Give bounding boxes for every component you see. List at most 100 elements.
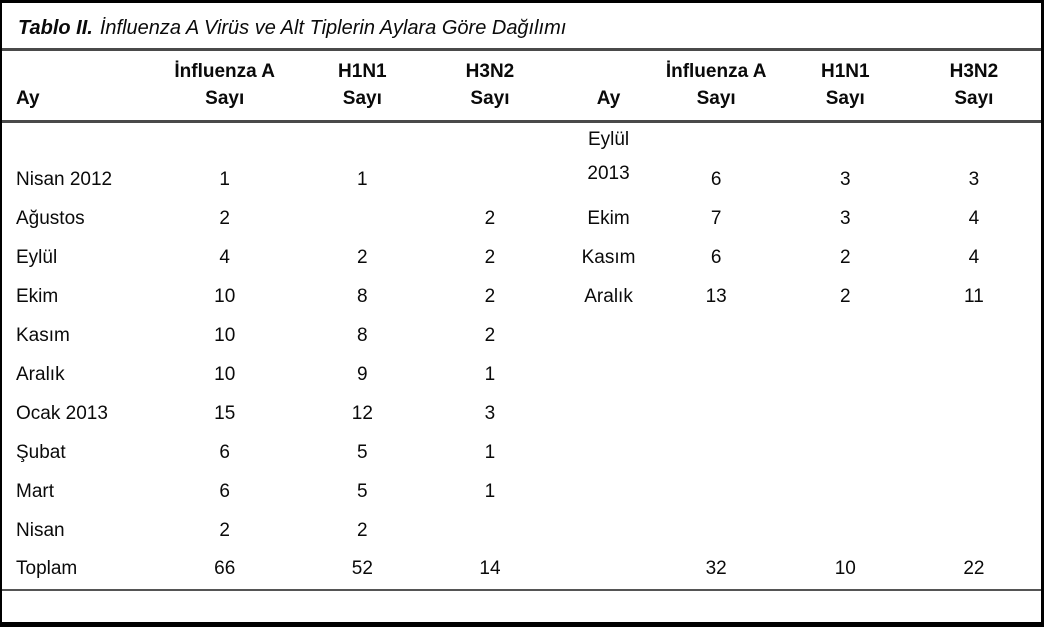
table-row: Nisan 2 2 [2,512,1041,551]
count-influenza-left: 6 [219,480,230,502]
header-h3n2-right: H3N2 Sayı [922,51,1041,123]
header-h1n1-right: H1N1 Sayı [767,51,923,123]
count-influenza-left: 15 [214,402,236,424]
table-row: Kasım 10 8 2 [2,317,1041,356]
month-cell-left: Ağustos [16,207,85,229]
count-h1n1-right [768,356,923,395]
table-title-text: İnfluenza A Virüs ve Alt Tiplerin Aylara… [99,17,567,39]
count-h3n2-right: 4 [968,246,980,268]
month-cell-right: Ekim [587,207,630,229]
month-cell-right: Kasım [581,246,636,268]
count-h1n1-left: 8 [357,285,368,307]
count-h1n1-left: 2 [357,246,368,268]
count-influenza-left: 10 [214,324,236,346]
count-h1n1-left: 5 [357,480,368,502]
total-h3n2-left: 14 [427,550,553,591]
count-h3n2-right: 4 [968,207,980,229]
table-title-label: Tablo II. [18,17,93,39]
total-h1n1-right: 10 [767,550,923,591]
table-row: Ocak 2013 15 12 3 [2,395,1041,434]
count-h1n1-left: 2 [357,519,368,541]
bottom-spacer [2,591,1041,623]
header-ay-left: Ay [2,51,153,123]
count-influenza-right: 6 [710,168,722,190]
count-h3n2-left: 2 [484,207,496,229]
month-cell-left: Şubat [16,441,66,463]
month-cell-right [553,317,665,356]
count-h1n1-right [768,473,923,512]
count-influenza-right: 13 [705,285,727,307]
count-h3n2-right [923,356,1041,395]
count-influenza-right: 6 [710,246,722,268]
count-h1n1-right: 3 [839,168,851,190]
count-h3n2-right: 11 [964,285,984,307]
count-h3n2-right [923,512,1041,551]
count-h3n2-right: 3 [968,168,980,190]
month-cell-left: Mart [16,480,54,502]
month-cell-left: Eylül [16,246,58,268]
count-h1n1-left: 8 [357,324,368,346]
count-influenza-left: 10 [214,363,236,385]
count-influenza-right [665,356,768,395]
count-h3n2-right [923,317,1041,356]
month-cell-left: Ocak 2013 [16,402,108,424]
month-cell-right: Eylül 2013 [587,128,630,184]
header-influenza-a-right: İnfluenza A Sayı [664,51,768,123]
count-h3n2-left [427,512,552,551]
header-ay-right: Ay [552,51,665,123]
header-h3n2-left: H3N2 Sayı [427,51,553,123]
count-h3n2-left: 1 [484,480,496,502]
month-cell-right [553,434,665,473]
table-row: Mart 6 5 1 [2,473,1041,512]
count-influenza-right [665,395,768,434]
count-h1n1-right [768,512,923,551]
count-h1n1-left: 12 [351,402,373,424]
table-row: Ağustos 2 2 Ekim 7 3 4 [2,200,1041,239]
count-h3n2-left: 1 [484,441,496,463]
count-h1n1-right [768,317,923,356]
month-cell-right: Aralık [584,285,633,307]
total-label: Toplam [2,550,153,591]
count-influenza-left: 2 [219,207,230,229]
table-row: Nisan 2012 1 1 Eylül 2013 6 3 3 [2,121,1041,200]
total-influenza-right: 32 [664,550,768,591]
total-influenza-left: 66 [152,550,298,591]
header-h1n1-left: H1N1 Sayı [297,51,428,123]
count-h1n1-left: 5 [357,441,368,463]
count-h1n1-left: 1 [357,168,368,190]
month-cell-left: Kasım [16,324,70,346]
count-influenza-right [665,473,768,512]
count-h3n2-left: 2 [484,246,496,268]
count-h1n1-right: 2 [839,285,851,307]
month-cell-right [553,473,665,512]
count-h1n1-right [768,434,923,473]
table-header-row: Ay İnfluenza A Sayı H1N1 Sayı H3N2 Sayı Ay … [2,51,1041,123]
count-h3n2-left: 2 [484,324,496,346]
count-influenza-right [665,434,768,473]
table-row: Eylül 4 2 2 Kasım 6 2 4 [2,239,1041,278]
total-month-spacer [552,550,665,591]
month-cell-left: Ekim [16,285,59,307]
total-h1n1-left: 52 [297,550,428,591]
count-h3n2-right [923,395,1041,434]
header-influenza-a-left: İnfluenza A Sayı [152,51,298,123]
month-cell-left: Nisan [16,519,65,541]
month-cell-left: Nisan 2012 [16,168,113,190]
count-h3n2-left: 2 [484,285,496,307]
month-cell-left: Aralık [16,363,65,385]
table-title: Tablo II. İnfluenza A Virüs ve Alt Tipler… [2,3,1041,51]
count-h1n1-right: 3 [839,207,851,229]
count-influenza-right: 7 [710,207,722,229]
table-row: Aralık 10 9 1 [2,356,1041,395]
count-influenza-left: 2 [219,519,230,541]
count-influenza-left: 6 [219,441,230,463]
total-h3n2-right: 22 [922,550,1041,591]
month-cell-right [553,395,665,434]
count-influenza-right [665,317,768,356]
table-row: Ekim 10 8 2 Aralık 13 2 11 [2,278,1041,317]
count-h3n2-left: 1 [484,363,496,385]
count-h1n1-left [297,200,427,239]
count-influenza-right [665,512,768,551]
count-h3n2-left [427,121,552,200]
